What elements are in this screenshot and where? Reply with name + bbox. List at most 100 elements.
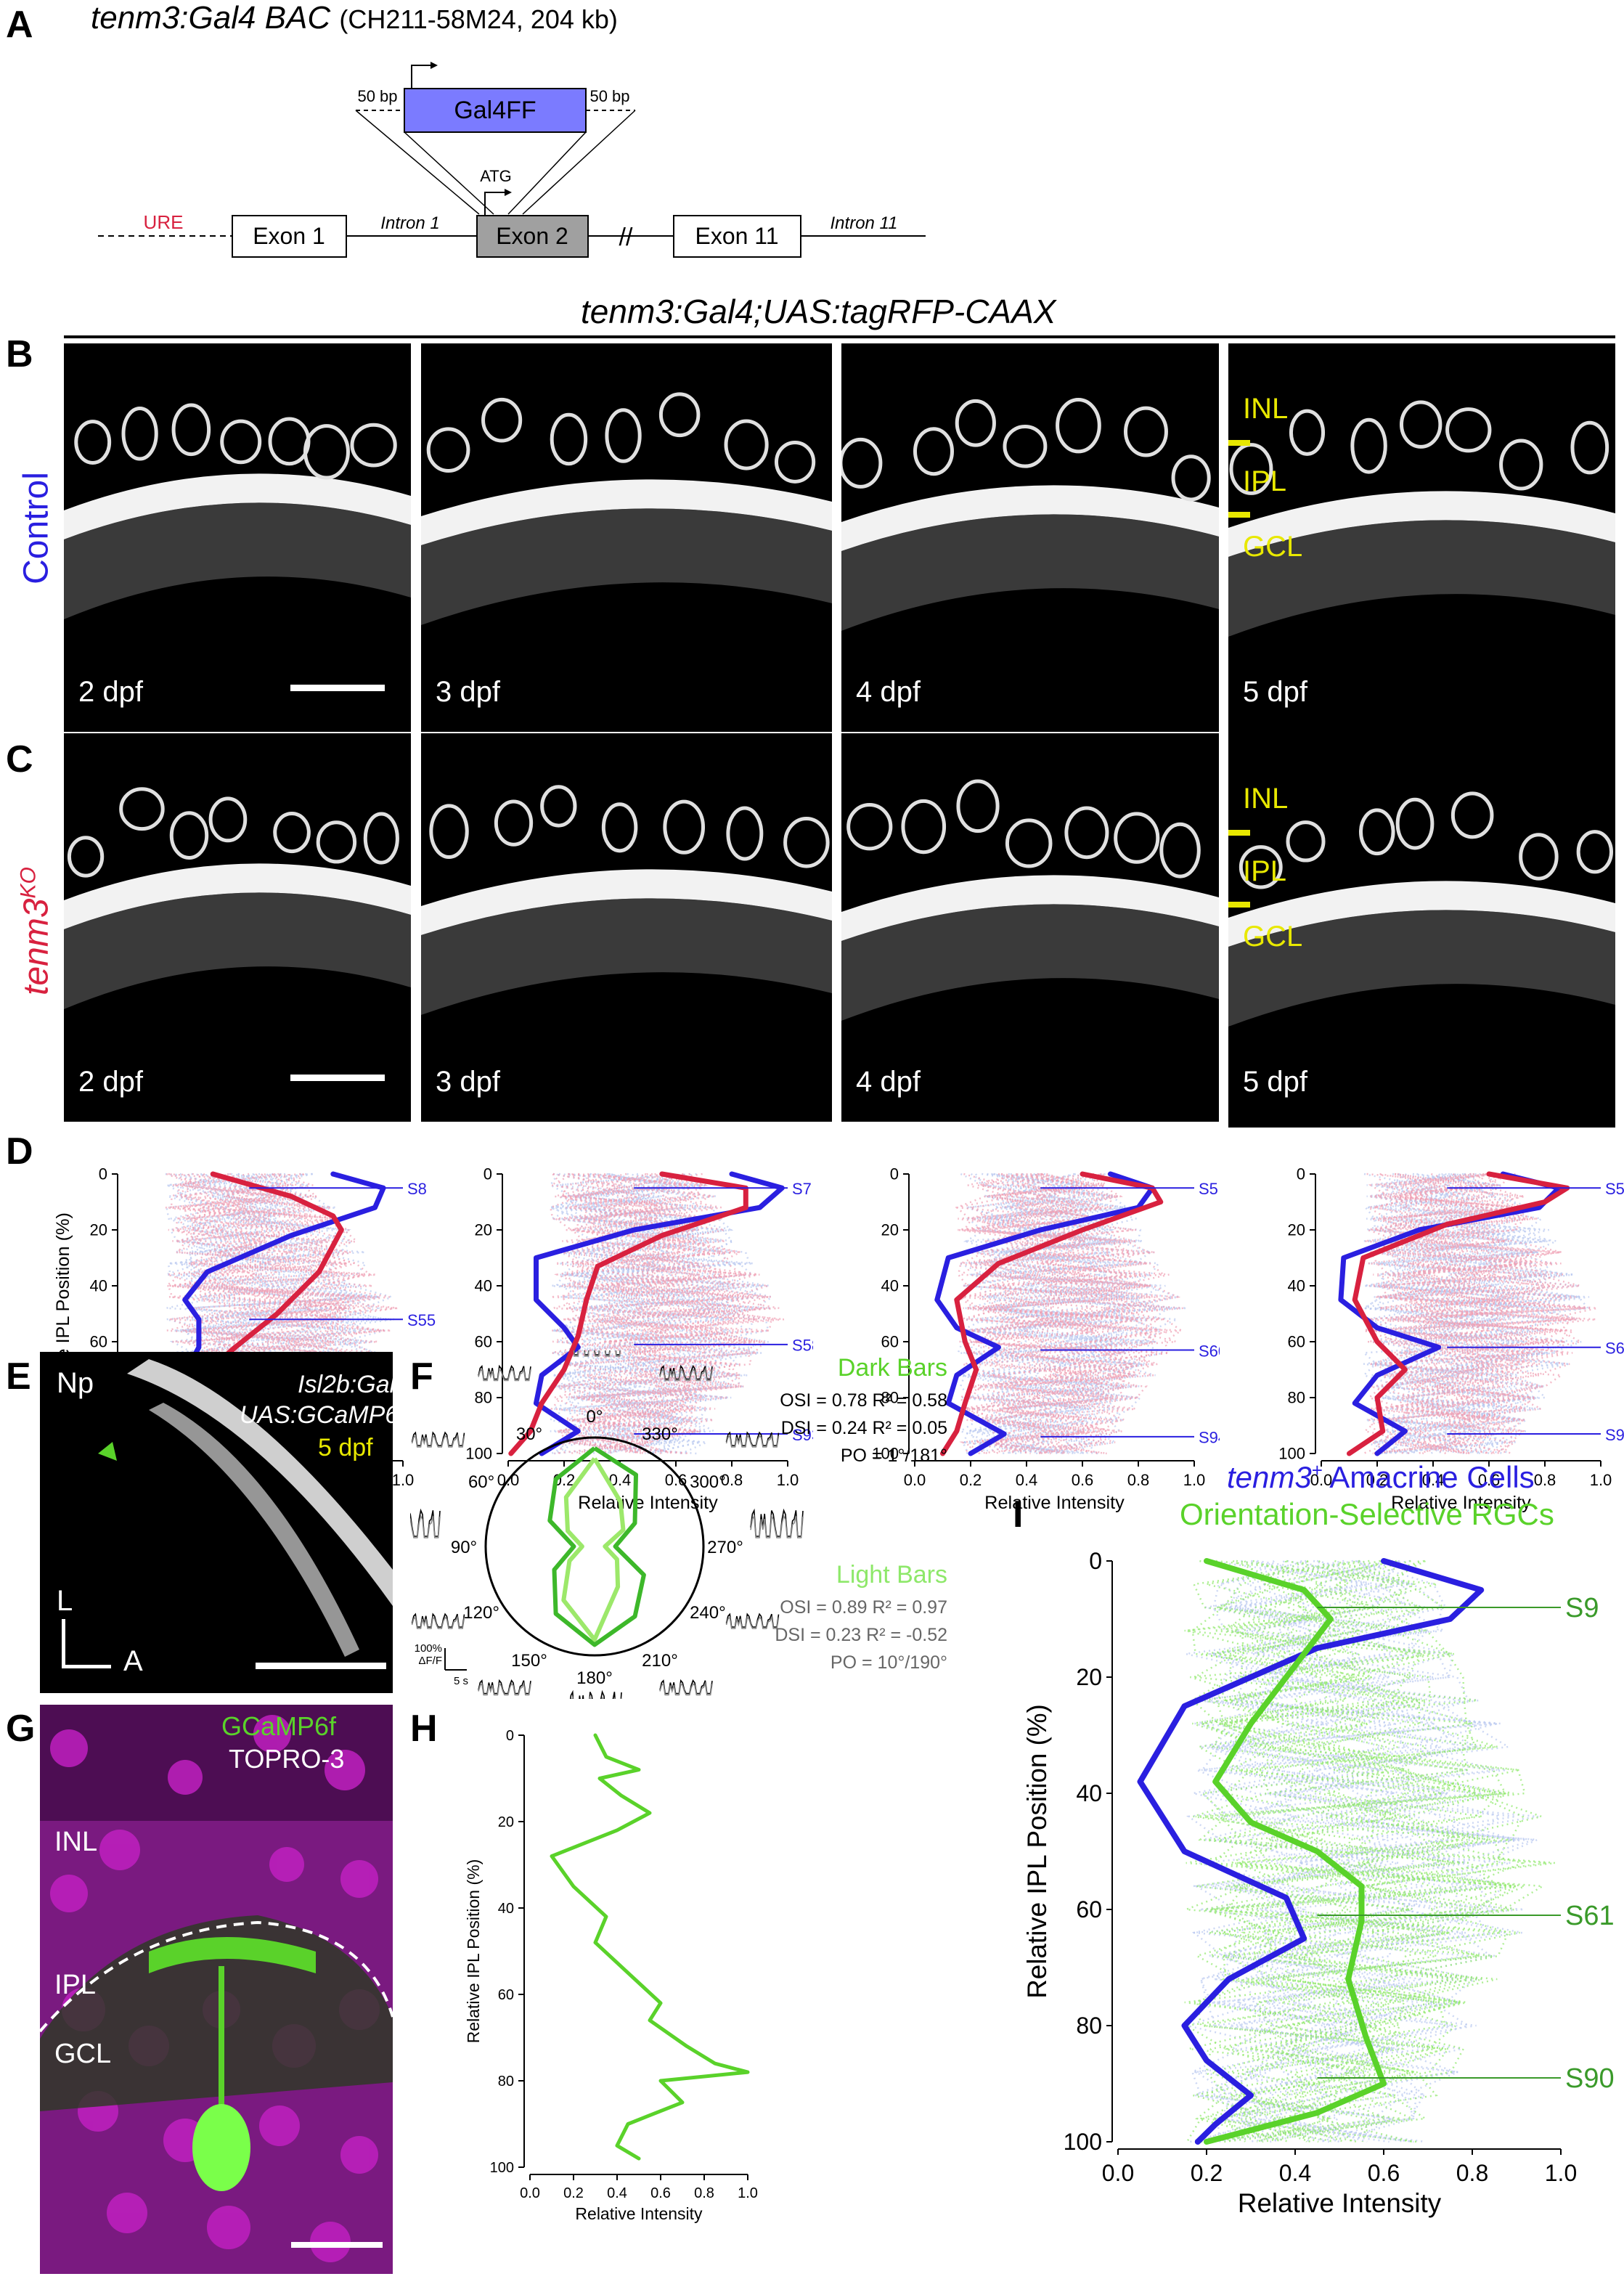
cell-body xyxy=(303,424,350,480)
row-b-header: tenm3:Gal4;UAS:tagRFP-CAAX xyxy=(581,293,1056,330)
response-trace xyxy=(411,1613,465,1628)
single-cell-trace xyxy=(554,1173,738,1455)
single-cell-trace xyxy=(1381,1173,1590,1455)
cell-body xyxy=(1359,808,1395,856)
y-axis-label: Relative IPL Position (%) xyxy=(464,1859,483,2044)
response-trace xyxy=(725,1433,780,1448)
gene-diagram: Gal4FF 50 bp 50 bp URE Exon 1 Intron 1 E… xyxy=(98,62,926,258)
y-tick-label: 60 xyxy=(90,1333,107,1351)
single-cell-trace xyxy=(1375,1173,1583,1455)
single-cell-trace xyxy=(1209,1560,1483,2143)
panel-e-line3: 5 dpf xyxy=(318,1434,373,1461)
y-tick-label: 40 xyxy=(1076,1780,1102,1806)
y-tick-label: 20 xyxy=(881,1221,899,1239)
angle-label: 330° xyxy=(642,1424,678,1444)
light-osi: OSI = 0.89 R² = 0.97 xyxy=(780,1597,947,1618)
retina-band xyxy=(127,1359,393,1606)
axis-a-bar xyxy=(62,1665,111,1668)
cell-body xyxy=(426,427,470,473)
micrograph-tile xyxy=(841,733,1219,1122)
single-cell-trace xyxy=(169,1173,392,1454)
x-tick-label: 1.0 xyxy=(1590,1471,1612,1489)
cell-body xyxy=(1399,400,1443,449)
angle-label: 180° xyxy=(576,1668,613,1688)
cell-body xyxy=(1289,409,1326,456)
single-cell-trace xyxy=(166,1173,366,1455)
single-cell-trace xyxy=(958,1173,1162,1455)
panel-a-title-main: tenm3:Gal4 BAC xyxy=(91,0,331,36)
single-cell-trace xyxy=(1375,1173,1560,1455)
x-tick-label: 0.4 xyxy=(1279,2160,1311,2186)
bp-right-label: 50 bp xyxy=(589,87,629,105)
single-cell-trace xyxy=(1209,1560,1527,2143)
y-tick-label: 40 xyxy=(881,1277,899,1295)
mean-profile-line xyxy=(1204,1558,1387,2145)
y-tick-label: 60 xyxy=(475,1333,492,1351)
cell-body xyxy=(956,779,1000,833)
single-cell-trace xyxy=(972,1173,1170,1455)
response-trace xyxy=(750,1514,804,1538)
panel-g-inl: INL xyxy=(54,1827,98,1857)
response-trace xyxy=(659,1681,713,1696)
cell-body xyxy=(363,812,399,865)
panel-i-legend2: Orientation-Selective RGCs xyxy=(1180,1497,1554,1531)
peak-label: S8 xyxy=(407,1180,427,1198)
ipl-band xyxy=(1228,491,1615,557)
y-tick-label: 40 xyxy=(90,1277,107,1295)
legend1-gene: tenm3 xyxy=(1227,1460,1312,1494)
peak-label: S61 xyxy=(1565,1901,1615,1931)
tuning-polygon xyxy=(561,1457,626,1642)
peak-label: S61 xyxy=(1605,1340,1624,1358)
y-tick-label: 40 xyxy=(498,1901,514,1917)
ipl-sublayers xyxy=(1228,520,1615,637)
panel-letter-f: F xyxy=(410,1355,433,1398)
angle-label: 30° xyxy=(516,1424,542,1444)
ipl-band xyxy=(421,869,832,935)
panel-e-line2: UAS:GCaMP6f xyxy=(240,1401,406,1429)
insert-line xyxy=(355,110,480,215)
ipl-band xyxy=(841,875,1219,941)
y-tick-label: 60 xyxy=(1076,1896,1102,1923)
ure-label: URE xyxy=(144,211,184,233)
cell-body xyxy=(783,817,830,868)
peak-label: S55 xyxy=(407,1311,436,1329)
response-trace xyxy=(478,1679,531,1695)
cell-body xyxy=(1114,812,1160,864)
response-trace xyxy=(659,1364,713,1380)
cell-body xyxy=(1159,822,1201,878)
scale-bar xyxy=(290,685,385,691)
arrowhead-marker xyxy=(98,1442,117,1461)
layer-label-inl: INL xyxy=(1243,393,1289,425)
cell-body xyxy=(658,392,701,438)
x-tick-label: 0.6 xyxy=(1478,1471,1501,1489)
micrograph-tile xyxy=(1228,343,1615,738)
x-tick-label: 0.2 xyxy=(960,1471,982,1489)
ipl-sublayers xyxy=(841,904,1219,1021)
single-cell-trace xyxy=(1363,1173,1566,1454)
single-cell-trace xyxy=(967,1173,1136,1455)
cell-body xyxy=(901,799,947,855)
single-cell-trace xyxy=(1199,1560,1482,2143)
response-trace xyxy=(659,1679,713,1695)
panel-g-drawing xyxy=(40,1705,393,2274)
x-tick-label: 0.2 xyxy=(563,2185,584,2201)
x-tick-label: 0.8 xyxy=(1534,1471,1556,1489)
angle-label: 240° xyxy=(690,1603,726,1623)
single-cell-trace xyxy=(1362,1173,1580,1455)
cell-body xyxy=(1445,407,1492,453)
ipl-band xyxy=(64,863,411,929)
single-cell-trace xyxy=(1186,1560,1468,2143)
y-tick-label: 80 xyxy=(1076,2013,1102,2039)
ipl-band xyxy=(421,479,832,545)
peak-label: S93 xyxy=(792,1426,813,1444)
layer-boundary xyxy=(1228,902,1250,908)
timepoint-label: 4 dpf xyxy=(856,676,921,708)
x-axis-label: Relative Intensity xyxy=(575,2204,703,2223)
cell-body xyxy=(119,787,165,831)
single-cell-trace xyxy=(566,1173,742,1455)
x-tick-label: 0.8 xyxy=(1456,2160,1488,2186)
ipl-profile-chart: 0 20 40 60 80 100 0.0 0.2 0.4 0.6 0.8 1.0 Relative I… xyxy=(1278,1165,1624,1514)
single-cell-trace xyxy=(181,1173,361,1455)
single-cell-trace xyxy=(1360,1173,1554,1455)
insert-line xyxy=(522,110,636,215)
